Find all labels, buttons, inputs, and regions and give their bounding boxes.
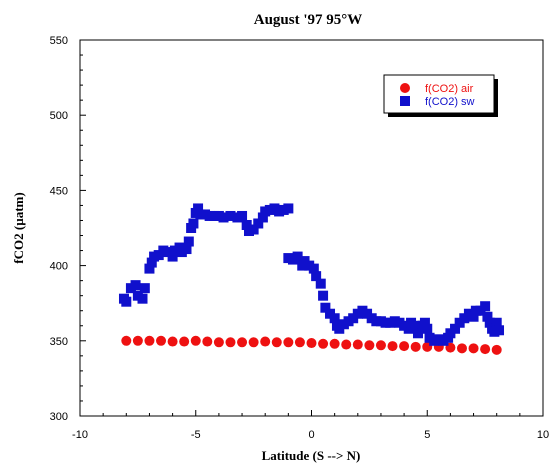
air-point — [410, 341, 421, 352]
air-point — [306, 338, 317, 349]
y-tick-label: 300 — [50, 411, 68, 423]
sw-point — [320, 302, 331, 313]
air-point — [156, 335, 167, 346]
sw-point — [315, 278, 326, 289]
air-point — [121, 335, 132, 346]
sw-point — [137, 293, 148, 304]
sw-point — [422, 323, 433, 334]
air-point — [375, 340, 386, 351]
air-point — [399, 341, 410, 352]
sw-point — [292, 251, 303, 262]
legend: f(CO2) air f(CO2) sw — [383, 74, 498, 117]
legend-air-marker — [400, 83, 410, 93]
sw-point — [494, 325, 505, 336]
legend-box — [383, 74, 495, 114]
air-point — [144, 335, 155, 346]
air-point — [237, 337, 248, 348]
air-point — [341, 339, 352, 350]
x-tick-label: 5 — [424, 429, 430, 441]
sw-point — [225, 210, 236, 221]
air-point — [456, 343, 467, 354]
sw-point — [308, 263, 319, 274]
sw-point — [484, 317, 495, 328]
sw-point — [188, 218, 199, 229]
sw-point — [248, 224, 259, 235]
air-point — [213, 337, 224, 348]
legend-sw-marker — [400, 96, 410, 106]
air-point — [283, 337, 294, 348]
y-tick-label: 400 — [50, 261, 68, 273]
sw-point — [283, 203, 294, 214]
air-point — [480, 344, 491, 355]
sw-point — [311, 271, 322, 282]
sw-point — [130, 280, 141, 291]
y-tick-label: 500 — [50, 110, 68, 122]
air-point — [468, 343, 479, 354]
air-point — [352, 339, 363, 350]
sw-point — [241, 219, 252, 230]
y-axis-label: fCO2 (µatm) — [11, 192, 26, 263]
sw-point — [183, 236, 194, 247]
sw-point — [410, 320, 421, 331]
sw-point — [257, 212, 268, 223]
sw-point — [237, 210, 248, 221]
legend-air-label: f(CO2) air — [425, 83, 474, 95]
sw-point — [253, 218, 264, 229]
x-axis-label: Latitude (S --> N) — [262, 448, 361, 463]
sw-point — [450, 323, 461, 334]
sw-point — [482, 311, 493, 322]
series-air — [121, 335, 502, 355]
sw-point — [468, 311, 479, 322]
air-point — [190, 335, 201, 346]
y-tick-label: 550 — [50, 35, 68, 47]
sw-point — [491, 317, 502, 328]
sw-point — [329, 313, 340, 324]
x-tick-label: 10 — [537, 429, 549, 441]
sw-point — [218, 212, 229, 223]
sw-point — [318, 290, 329, 301]
series-sw — [118, 203, 505, 346]
air-point — [167, 336, 178, 347]
air-point — [294, 337, 305, 348]
sw-point — [193, 203, 204, 214]
y-tick-label: 350 — [50, 336, 68, 348]
air-point — [248, 337, 259, 348]
chart-title: August '97 95°W — [254, 12, 363, 28]
air-point — [271, 337, 282, 348]
air-point — [179, 336, 190, 347]
sw-point — [144, 263, 155, 274]
air-point — [364, 340, 375, 351]
sw-point — [419, 317, 430, 328]
air-point — [329, 338, 340, 349]
legend-sw-label: f(CO2) sw — [425, 96, 475, 108]
air-point — [225, 337, 236, 348]
air-point — [387, 341, 398, 352]
sw-point — [139, 283, 150, 294]
air-point — [132, 335, 143, 346]
sw-point — [121, 296, 132, 307]
x-tick-label: -10 — [72, 429, 88, 441]
air-point — [491, 344, 502, 355]
sw-point — [412, 328, 423, 339]
y-axis: 300 350 400 450 500 550 — [50, 35, 86, 423]
sw-point — [403, 323, 414, 334]
sw-point — [146, 257, 157, 268]
air-point — [202, 336, 213, 347]
air-point — [318, 338, 329, 349]
sw-point — [480, 301, 491, 312]
x-tick-label: 0 — [308, 429, 314, 441]
sw-point — [167, 251, 178, 262]
y-tick-label: 450 — [50, 185, 68, 197]
x-tick-label: -5 — [191, 429, 201, 441]
sw-point — [181, 244, 192, 255]
x-axis: -10 -5 0 5 10 — [72, 410, 549, 441]
air-point — [260, 336, 271, 347]
